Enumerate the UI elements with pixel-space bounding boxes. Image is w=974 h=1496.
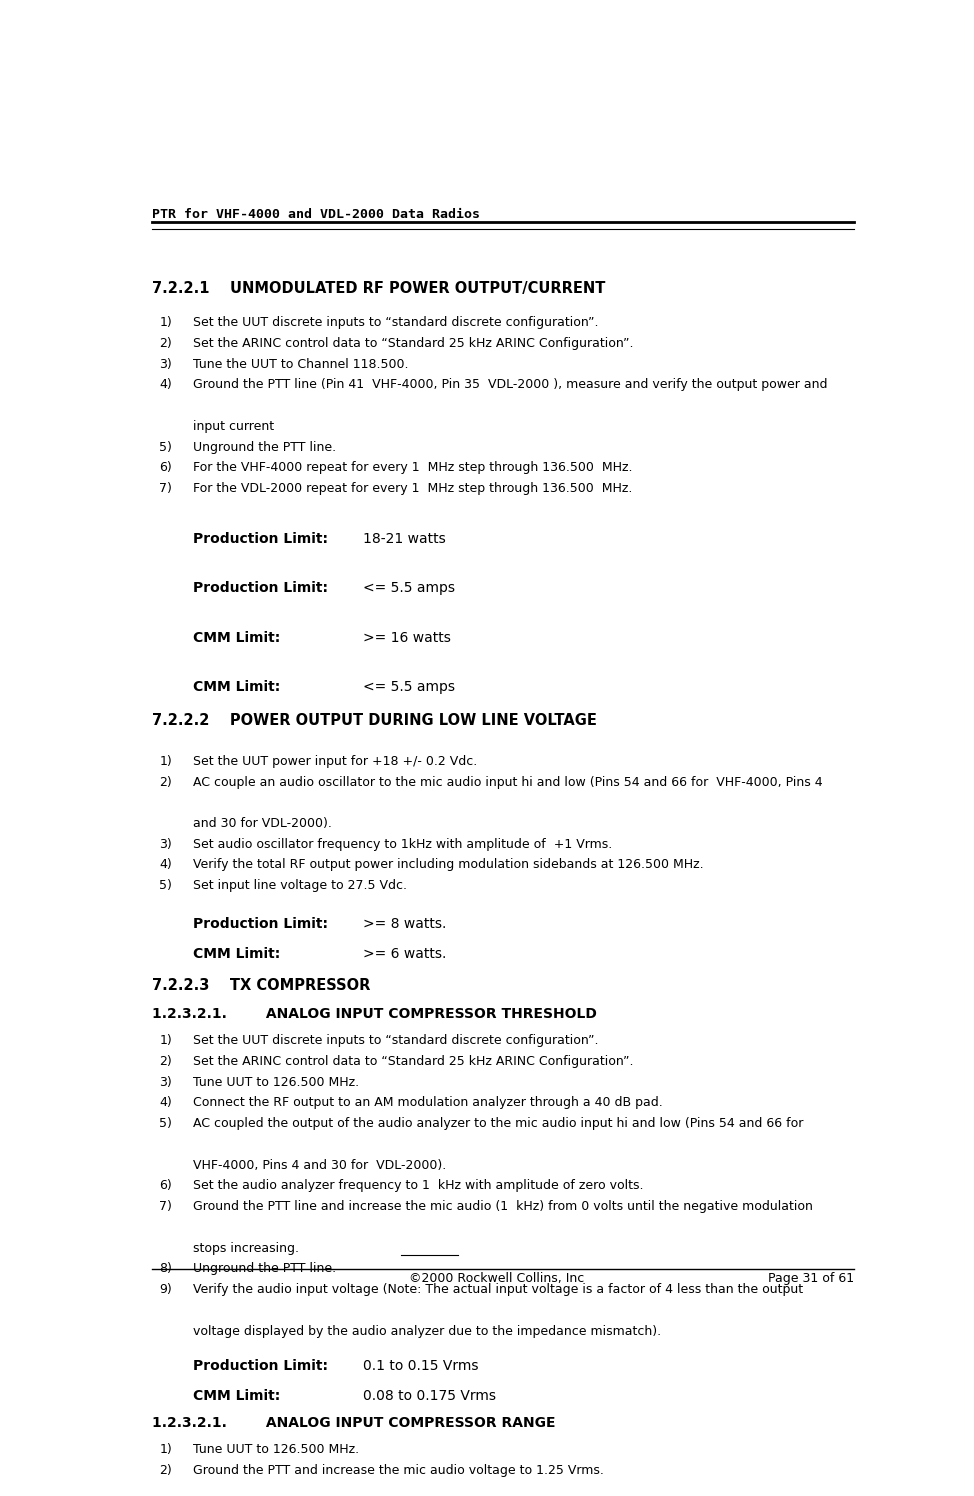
Text: Production Limit:: Production Limit: bbox=[194, 580, 328, 595]
Text: 7.2.2.2    POWER OUTPUT DURING LOW LINE VOLTAGE: 7.2.2.2 POWER OUTPUT DURING LOW LINE VOL… bbox=[152, 714, 597, 729]
Text: 5): 5) bbox=[160, 440, 172, 453]
Text: <= 5.5 amps: <= 5.5 amps bbox=[363, 681, 455, 694]
Text: CMM Limit:: CMM Limit: bbox=[194, 631, 281, 645]
Text: voltage displayed by the audio analyzer due to the impedance mismatch).: voltage displayed by the audio analyzer … bbox=[194, 1324, 661, 1337]
Text: 5): 5) bbox=[160, 1118, 172, 1129]
Text: 6): 6) bbox=[160, 461, 172, 474]
Text: 3): 3) bbox=[160, 1076, 172, 1089]
Text: Page 31 of 61: Page 31 of 61 bbox=[768, 1273, 854, 1285]
Text: 7.2.2.1    UNMODULATED RF POWER OUTPUT/CURRENT: 7.2.2.1 UNMODULATED RF POWER OUTPUT/CURR… bbox=[152, 281, 605, 296]
Text: 0.08 to 0.175 Vrms: 0.08 to 0.175 Vrms bbox=[363, 1390, 497, 1403]
Text: Production Limit:: Production Limit: bbox=[194, 531, 328, 546]
Text: >= 16 watts: >= 16 watts bbox=[363, 631, 451, 645]
Text: CMM Limit:: CMM Limit: bbox=[194, 681, 281, 694]
Text: <= 5.5 amps: <= 5.5 amps bbox=[363, 580, 455, 595]
Text: 2): 2) bbox=[160, 1055, 172, 1068]
Text: 1.2.3.2.1.        ANALOG INPUT COMPRESSOR THRESHOLD: 1.2.3.2.1. ANALOG INPUT COMPRESSOR THRES… bbox=[152, 1007, 597, 1022]
Text: >= 6 watts.: >= 6 watts. bbox=[363, 947, 447, 960]
Text: For the VHF-4000 repeat for every 1  MHz step through 136.500  MHz.: For the VHF-4000 repeat for every 1 MHz … bbox=[194, 461, 633, 474]
Text: Production Limit:: Production Limit: bbox=[194, 1360, 328, 1373]
Text: CMM Limit:: CMM Limit: bbox=[194, 947, 281, 960]
Text: Set audio oscillator frequency to 1kHz with amplitude of  +1 Vrms.: Set audio oscillator frequency to 1kHz w… bbox=[194, 838, 613, 851]
Text: AC couple an audio oscillator to the mic audio input hi and low (Pins 54 and 66 : AC couple an audio oscillator to the mic… bbox=[194, 775, 823, 788]
Text: 3): 3) bbox=[160, 838, 172, 851]
Text: Set the ARINC control data to “Standard 25 kHz ARINC Configuration”.: Set the ARINC control data to “Standard … bbox=[194, 1055, 634, 1068]
Text: input current: input current bbox=[194, 420, 275, 432]
Text: For the VDL-2000 repeat for every 1  MHz step through 136.500  MHz.: For the VDL-2000 repeat for every 1 MHz … bbox=[194, 482, 633, 495]
Text: 4): 4) bbox=[160, 1097, 172, 1110]
Text: 9): 9) bbox=[160, 1284, 172, 1296]
Text: Ground the PTT line and increase the mic audio (1  kHz) from 0 volts until the n: Ground the PTT line and increase the mic… bbox=[194, 1200, 813, 1213]
Text: 1): 1) bbox=[160, 755, 172, 767]
Text: Ground the PTT line (Pin 41  VHF-4000, Pin 35  VDL-2000 ), measure and verify th: Ground the PTT line (Pin 41 VHF-4000, Pi… bbox=[194, 378, 828, 392]
Text: >= 8 watts.: >= 8 watts. bbox=[363, 917, 447, 931]
Text: 18-21 watts: 18-21 watts bbox=[363, 531, 446, 546]
Text: Set the ARINC control data to “Standard 25 kHz ARINC Configuration”.: Set the ARINC control data to “Standard … bbox=[194, 337, 634, 350]
Text: 7): 7) bbox=[160, 482, 172, 495]
Text: 3): 3) bbox=[160, 358, 172, 371]
Text: Ground the PTT and increase the mic audio voltage to 1.25 Vrms.: Ground the PTT and increase the mic audi… bbox=[194, 1465, 604, 1477]
Text: Set the UUT discrete inputs to “standard discrete configuration”.: Set the UUT discrete inputs to “standard… bbox=[194, 316, 599, 329]
Text: Unground the PTT line.: Unground the PTT line. bbox=[194, 1263, 337, 1275]
Text: 2): 2) bbox=[160, 1465, 172, 1477]
Text: Set the audio analyzer frequency to 1  kHz with amplitude of zero volts.: Set the audio analyzer frequency to 1 kH… bbox=[194, 1179, 644, 1192]
Text: 1): 1) bbox=[160, 316, 172, 329]
Text: and 30 for VDL-2000).: and 30 for VDL-2000). bbox=[194, 817, 332, 830]
Text: Tune UUT to 126.500 MHz.: Tune UUT to 126.500 MHz. bbox=[194, 1444, 359, 1456]
Text: 1.2.3.2.1.        ANALOG INPUT COMPRESSOR RANGE: 1.2.3.2.1. ANALOG INPUT COMPRESSOR RANGE bbox=[152, 1417, 555, 1430]
Text: 2): 2) bbox=[160, 337, 172, 350]
Text: Tune UUT to 126.500 MHz.: Tune UUT to 126.500 MHz. bbox=[194, 1076, 359, 1089]
Text: stops increasing.: stops increasing. bbox=[194, 1242, 299, 1255]
Text: 4): 4) bbox=[160, 378, 172, 392]
Text: 8): 8) bbox=[160, 1263, 172, 1275]
Text: 7): 7) bbox=[160, 1200, 172, 1213]
Text: Tune the UUT to Channel 118.500.: Tune the UUT to Channel 118.500. bbox=[194, 358, 409, 371]
Text: ©2000 Rockwell Collins, Inc: ©2000 Rockwell Collins, Inc bbox=[409, 1273, 583, 1285]
Text: 0.1 to 0.15 Vrms: 0.1 to 0.15 Vrms bbox=[363, 1360, 479, 1373]
Text: 1): 1) bbox=[160, 1444, 172, 1456]
Text: Set the UUT power input for +18 +/- 0.2 Vdc.: Set the UUT power input for +18 +/- 0.2 … bbox=[194, 755, 477, 767]
Text: PTR for VHF-4000 and VDL-2000 Data Radios: PTR for VHF-4000 and VDL-2000 Data Radio… bbox=[152, 208, 480, 221]
Text: VHF-4000, Pins 4 and 30 for  VDL-2000).: VHF-4000, Pins 4 and 30 for VDL-2000). bbox=[194, 1159, 447, 1171]
Text: Set the UUT discrete inputs to “standard discrete configuration”.: Set the UUT discrete inputs to “standard… bbox=[194, 1034, 599, 1047]
Text: 7.2.2.3    TX COMPRESSOR: 7.2.2.3 TX COMPRESSOR bbox=[152, 978, 370, 993]
Text: Verify the audio input voltage (Note: The actual input voltage is a factor of 4 : Verify the audio input voltage (Note: Th… bbox=[194, 1284, 804, 1296]
Text: Production Limit:: Production Limit: bbox=[194, 917, 328, 931]
Text: Verify the total RF output power including modulation sidebands at 126.500 MHz.: Verify the total RF output power includi… bbox=[194, 859, 704, 872]
Text: AC coupled the output of the audio analyzer to the mic audio input hi and low (P: AC coupled the output of the audio analy… bbox=[194, 1118, 804, 1129]
Text: Unground the PTT line.: Unground the PTT line. bbox=[194, 440, 337, 453]
Text: Connect the RF output to an AM modulation analyzer through a 40 dB pad.: Connect the RF output to an AM modulatio… bbox=[194, 1097, 663, 1110]
Text: 2): 2) bbox=[160, 775, 172, 788]
Text: 5): 5) bbox=[160, 880, 172, 892]
Text: 6): 6) bbox=[160, 1179, 172, 1192]
Text: 1): 1) bbox=[160, 1034, 172, 1047]
Text: Set input line voltage to 27.5 Vdc.: Set input line voltage to 27.5 Vdc. bbox=[194, 880, 407, 892]
Text: CMM Limit:: CMM Limit: bbox=[194, 1390, 281, 1403]
Text: 4): 4) bbox=[160, 859, 172, 872]
